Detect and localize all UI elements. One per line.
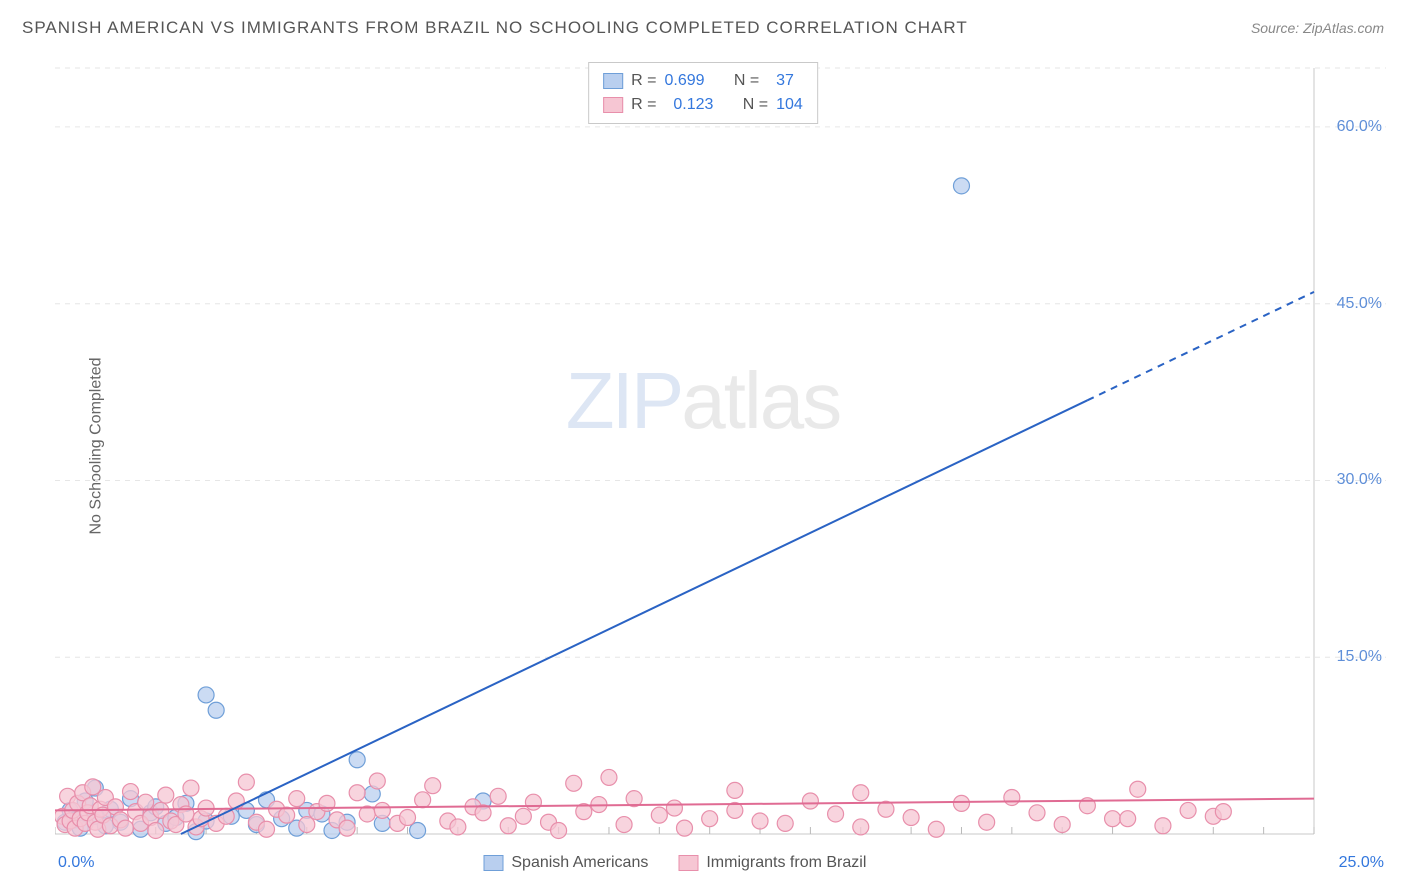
x-axis-max-label: 25.0% [1339,854,1384,872]
r-value-1: 0.699 [665,69,705,93]
stats-row-series2: R = 0.123 N = 104 [603,93,803,117]
legend-swatch-2 [678,855,698,871]
chart-svg [55,60,1386,842]
title-bar: SPANISH AMERICAN VS IMMIGRANTS FROM BRAZ… [22,18,1384,38]
n-label-2: N = [743,93,768,117]
chart-title: SPANISH AMERICAN VS IMMIGRANTS FROM BRAZ… [22,18,968,38]
n-value-2: 104 [776,93,803,117]
y-tick-label: 60.0% [1337,118,1382,136]
r-label-1: R = [631,69,656,93]
legend-label-2: Immigrants from Brazil [706,854,866,872]
stats-legend-box: R = 0.699 N = 37 R = 0.123 N = 104 [588,62,818,124]
source-attribution: Source: ZipAtlas.com [1251,20,1384,36]
n-value-1: 37 [767,69,794,93]
legend-swatch-1 [483,855,503,871]
n-label-1: N = [734,69,759,93]
legend-item-series2: Immigrants from Brazil [678,854,866,872]
swatch-series2 [603,97,623,113]
plot-area [55,60,1386,842]
r-value-2: 0.123 [665,93,714,117]
swatch-series1 [603,73,623,89]
bottom-legend: Spanish Americans Immigrants from Brazil [483,854,866,872]
y-tick-label: 45.0% [1337,295,1382,313]
stats-row-series1: R = 0.699 N = 37 [603,69,803,93]
x-axis-origin-label: 0.0% [58,854,94,872]
legend-label-1: Spanish Americans [511,854,648,872]
y-tick-label: 30.0% [1337,471,1382,489]
r-label-2: R = [631,93,656,117]
legend-item-series1: Spanish Americans [483,854,648,872]
y-tick-label: 15.0% [1337,648,1382,666]
